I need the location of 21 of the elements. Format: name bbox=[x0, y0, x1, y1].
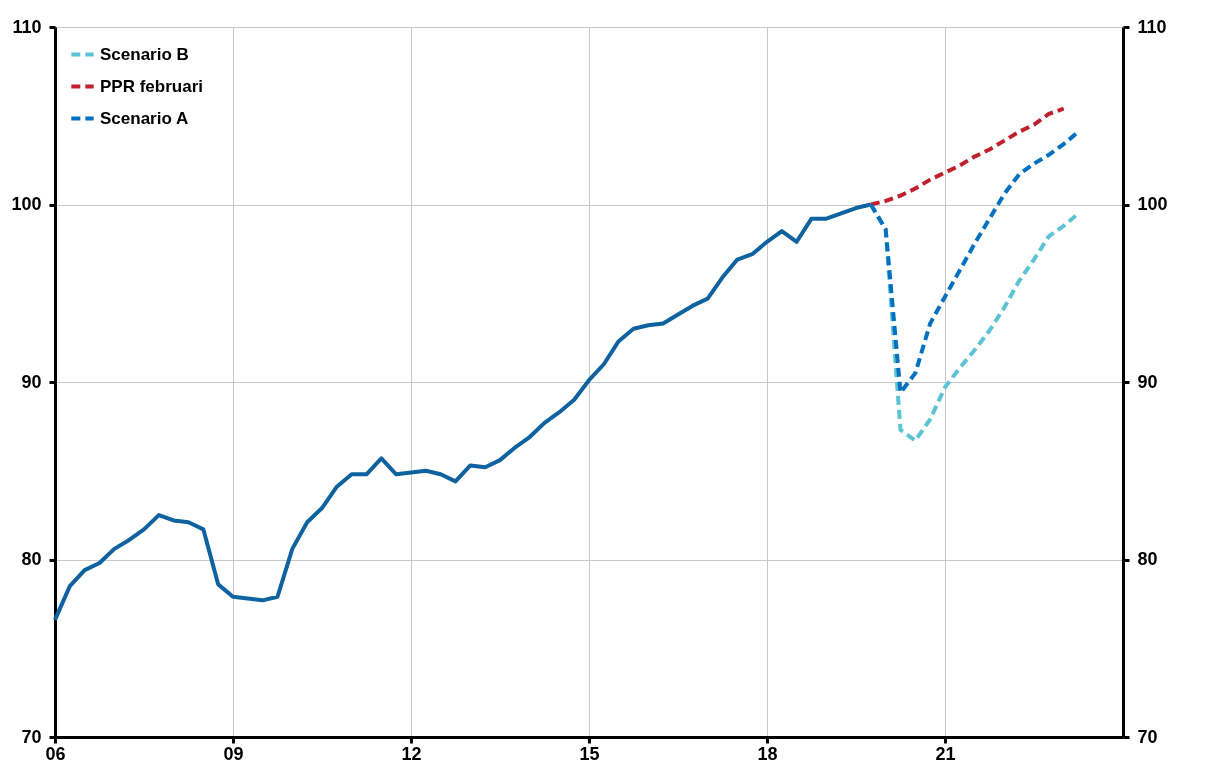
y2-tick-label: 70 bbox=[1137, 726, 1158, 747]
x-tick-label: 12 bbox=[401, 743, 422, 764]
legend-label: PPR februari bbox=[100, 76, 203, 96]
y-tick-label: 110 bbox=[12, 16, 42, 37]
y2-tick-label: 90 bbox=[1137, 371, 1158, 392]
y2-tick-label: 100 bbox=[1137, 194, 1168, 214]
y2-tick-label: 80 bbox=[1137, 549, 1158, 569]
y-tick-label: 100 bbox=[11, 194, 42, 214]
line-series bbox=[868, 106, 1066, 207]
y-tick-label: 70 bbox=[21, 726, 42, 747]
x-tick-label: 09 bbox=[223, 743, 244, 764]
y-tick-label: 80 bbox=[21, 549, 42, 569]
x-tick-label: 06 bbox=[45, 743, 66, 764]
x-tick-label: 21 bbox=[935, 743, 956, 764]
line-series bbox=[53, 202, 873, 622]
legend-label: Scenario A bbox=[100, 108, 189, 128]
y-tick-label: 90 bbox=[21, 371, 42, 392]
legend-label: Scenario B bbox=[100, 44, 189, 64]
x-tick-label: 15 bbox=[579, 743, 600, 764]
y2-tick-label: 110 bbox=[1137, 16, 1167, 37]
x-tick-label: 18 bbox=[757, 743, 778, 764]
